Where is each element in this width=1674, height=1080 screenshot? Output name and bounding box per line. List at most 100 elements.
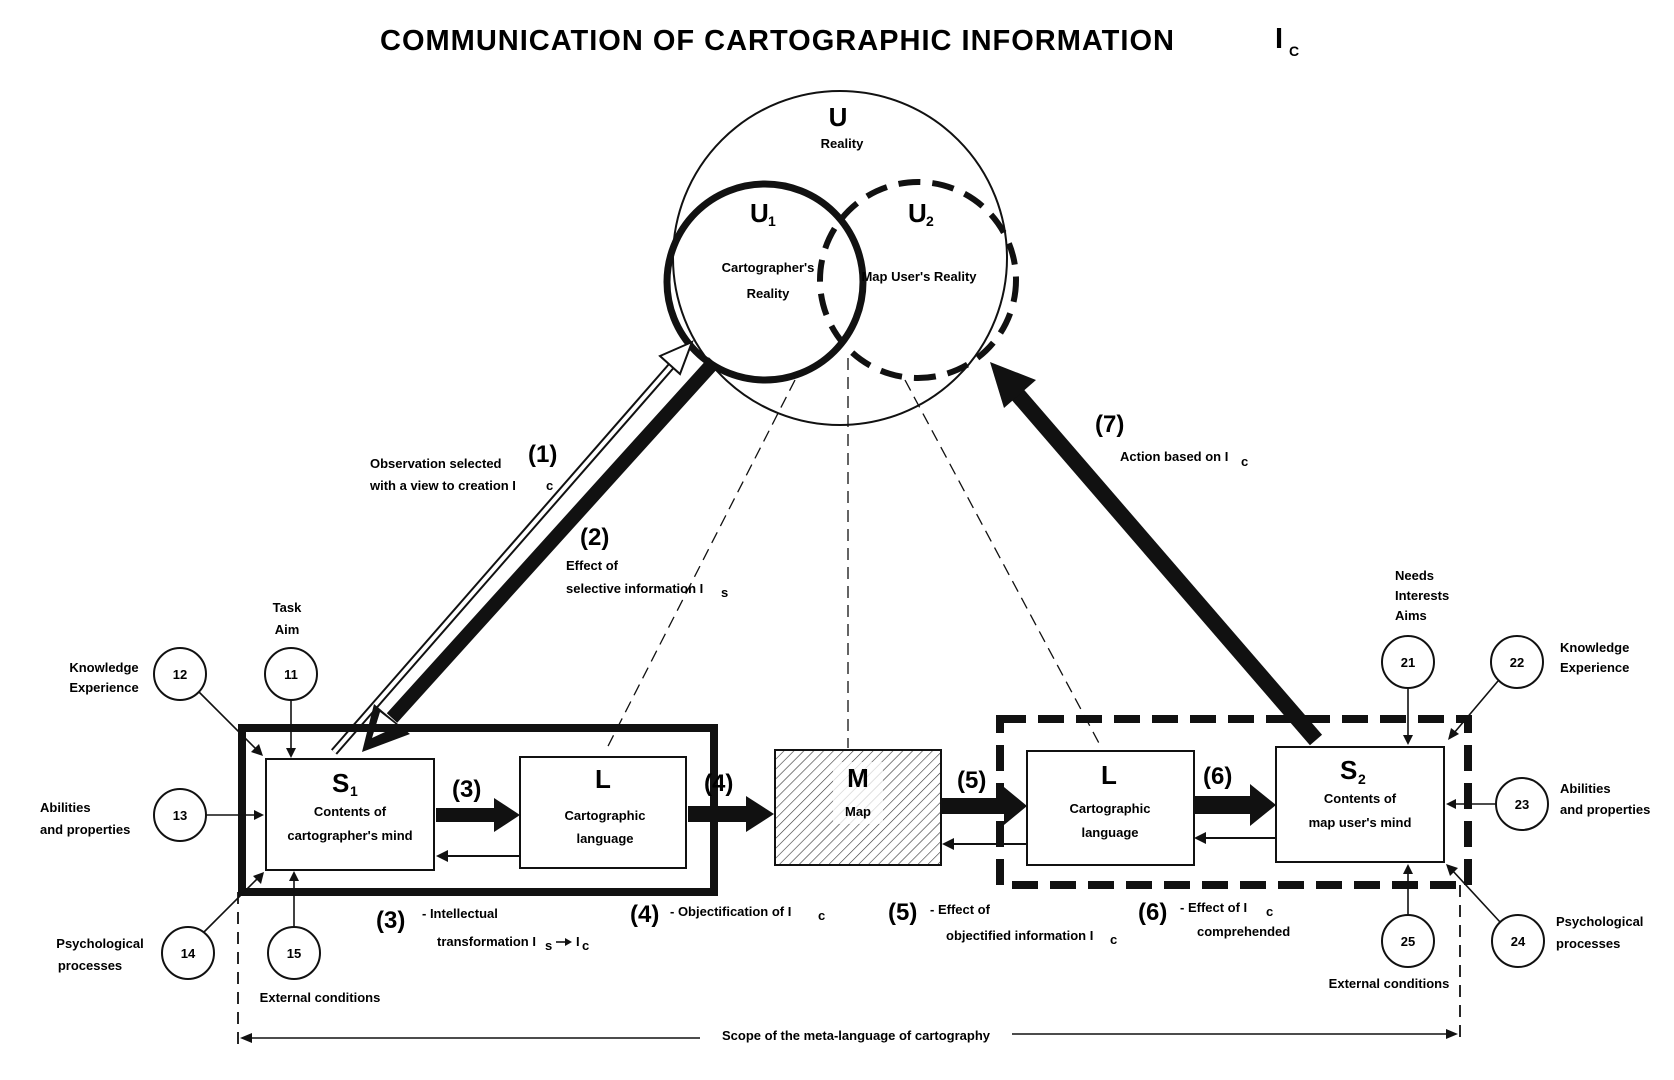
flow7-num: (7) — [1095, 411, 1124, 438]
flow2-line2-sub: s — [721, 585, 728, 600]
arrow-observation — [330, 340, 694, 755]
factor-11-line1: Task — [273, 600, 302, 615]
factor-13: 13 — [153, 788, 264, 842]
s2-symbol: S — [1340, 755, 1357, 785]
b4-label-sub: c — [818, 908, 825, 923]
svg-text:25: 25 — [1401, 934, 1415, 949]
scope-arrow-left — [240, 1033, 252, 1043]
flow2-line2: selective information I — [566, 581, 703, 596]
factor-23-line1: Abilities — [1560, 781, 1611, 796]
factor-13-line2: and properties — [40, 822, 130, 837]
map-symbol: M — [847, 763, 869, 793]
u2-symbol: U — [908, 198, 927, 228]
factor-21-line3: Aims — [1395, 608, 1427, 623]
svg-text:23: 23 — [1515, 797, 1529, 812]
factor-15: 15 — [267, 871, 321, 980]
factor-12-line2: Experience — [69, 680, 138, 695]
flow6-num: (6) — [1203, 763, 1232, 790]
s2-line2: map user's mind — [1309, 815, 1412, 830]
b3-num: (3) — [376, 907, 405, 934]
flow3-num: (3) — [452, 776, 481, 803]
arrow-5 — [942, 787, 1027, 850]
factor-23-line2: and properties — [1560, 802, 1650, 817]
b3-line2-tail: I — [576, 934, 580, 949]
flow5-num: (5) — [957, 767, 986, 794]
s1-line2: cartographer's mind — [287, 828, 412, 843]
b6-line1: - Effect of I — [1180, 900, 1247, 915]
arrow-selective-information — [362, 357, 720, 752]
l1-line1: Cartographic — [565, 808, 646, 823]
title-symbol: I — [1275, 23, 1284, 55]
factor-22-line1: Knowledge — [1560, 640, 1629, 655]
arrow-6 — [1194, 784, 1276, 844]
factor-22: 22 — [1448, 635, 1544, 740]
b5-num: (5) — [888, 899, 917, 926]
l2-line1: Cartographic — [1070, 801, 1151, 816]
b3-line2-sub: s — [545, 938, 552, 953]
reality-label: Reality — [821, 136, 864, 151]
flow1-line2-sub: c — [546, 478, 553, 493]
b4-num: (4) — [630, 901, 659, 928]
b5-line2-sub: c — [1110, 932, 1117, 947]
reality-symbol: U — [829, 102, 848, 132]
svg-text:22: 22 — [1510, 655, 1524, 670]
svg-text:24: 24 — [1511, 934, 1526, 949]
b3-line2: transformation I — [437, 934, 536, 949]
map-user-reality-circle — [817, 179, 1019, 381]
cartographer-reality-circle — [663, 180, 867, 384]
svg-text:21: 21 — [1401, 655, 1415, 670]
factor-11-line2: Aim — [275, 622, 300, 637]
box-s2 — [1275, 746, 1445, 863]
factor-21-line2: Interests — [1395, 588, 1449, 603]
flow4-num: (4) — [704, 770, 733, 797]
u2-sub: 2 — [926, 213, 934, 229]
factor-21: 21 — [1381, 635, 1435, 745]
factor-14-line2: processes — [58, 958, 122, 973]
box-l1 — [519, 756, 687, 869]
s1-sub: 1 — [350, 783, 358, 799]
factor-13-line1: Abilities — [40, 800, 91, 815]
s2-sub: 2 — [1358, 771, 1366, 787]
map-label: Map — [845, 804, 871, 819]
factor-14-line1: Psychological — [56, 936, 143, 951]
flow2-num: (2) — [580, 524, 609, 551]
b5-line1: - Effect of — [930, 902, 991, 917]
u1-line1: Cartographer's — [722, 260, 815, 275]
arrow-4 — [688, 796, 774, 832]
factor-12: 12 — [153, 647, 263, 756]
flow2-line1: Effect of — [566, 558, 619, 573]
factor-11: 11 — [264, 647, 318, 758]
factor-15-label: External conditions — [260, 990, 381, 1005]
b6-line1-sub: c — [1266, 904, 1273, 919]
connector-u2-l2 — [904, 379, 1101, 746]
u2-label: Map User's Reality — [861, 269, 977, 284]
u1-line2: Reality — [747, 286, 790, 301]
factor-12-line1: Knowledge — [69, 660, 138, 675]
b4-label: - Objectification of I — [670, 904, 791, 919]
diagram-title: COMMUNICATION OF CARTOGRAPHIC INFORMATIO… — [380, 25, 1175, 57]
l2-line2: language — [1081, 825, 1138, 840]
l2-symbol: L — [1101, 760, 1117, 790]
box-s1 — [265, 758, 435, 871]
map-label-backdrop — [833, 762, 883, 824]
flow7-label: Action based on I — [1120, 449, 1228, 464]
factor-24-line1: Psychological — [1556, 914, 1643, 929]
factor-14: 14 — [161, 872, 264, 980]
l1-line2: language — [576, 831, 633, 846]
title-symbol-sub: C — [1289, 43, 1299, 59]
svg-text:11: 11 — [284, 667, 298, 682]
flow1-line2: with a view to creation I — [369, 478, 516, 493]
scope-arrow-right — [1446, 1029, 1458, 1039]
b3-line1: - Intellectual — [422, 906, 498, 921]
u1-symbol: U — [750, 198, 769, 228]
flow7-label-sub: c — [1241, 454, 1248, 469]
factor-25: 25 — [1381, 864, 1435, 968]
factor-21-line1: Needs — [1395, 568, 1434, 583]
s2-line1: Contents of — [1324, 791, 1397, 806]
u1-sub: 1 — [768, 213, 776, 229]
svg-text:13: 13 — [173, 808, 187, 823]
arrow-3 — [436, 798, 520, 862]
svg-text:12: 12 — [173, 667, 187, 682]
factor-24-line2: processes — [1556, 936, 1620, 951]
